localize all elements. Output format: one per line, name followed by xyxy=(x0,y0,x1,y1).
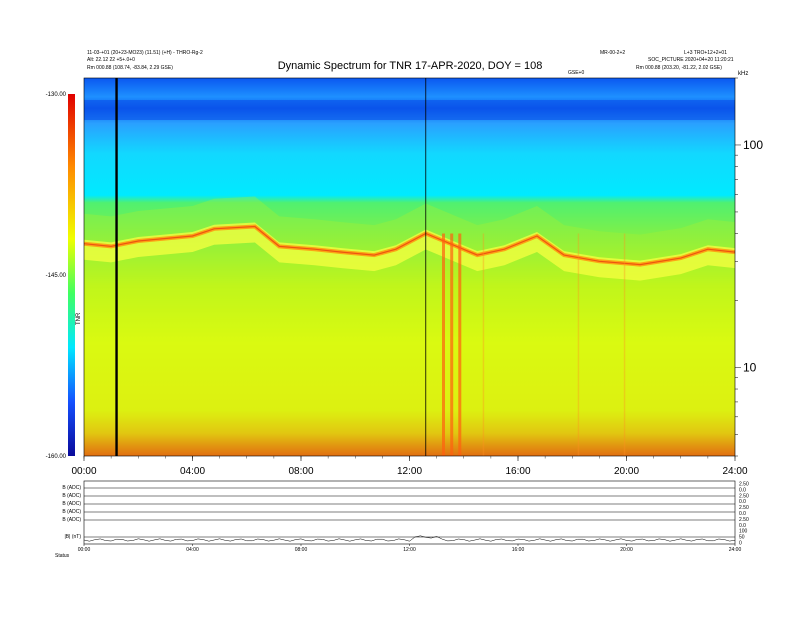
bottom-x-label: 04:00 xyxy=(186,547,199,553)
x-tick-label: 24:00 xyxy=(722,466,747,477)
burst-streak xyxy=(458,233,462,456)
header-right-4: Rm 000.88 (203.20, -81.22, 2.02 GSE) xyxy=(636,65,722,71)
chart-title: Dynamic Spectrum for TNR 17-APR-2020, DO… xyxy=(278,60,543,72)
y-tick-label: 10 xyxy=(743,361,757,375)
bottom-row-label: B (ADC) xyxy=(62,501,81,507)
y-axis-top-label: kHz xyxy=(738,71,748,77)
colorbar-label: -130.00 xyxy=(46,92,67,98)
x-tick-label: 12:00 xyxy=(397,466,422,477)
burst-streak xyxy=(442,233,445,456)
x-tick-label: 00:00 xyxy=(71,466,96,477)
x-tick-label: 16:00 xyxy=(505,466,530,477)
colorbar-labels: -130.00 -145.00 -160.00 xyxy=(46,92,67,460)
bottom-row-label: B (ADC) xyxy=(62,517,81,523)
time-markers xyxy=(115,78,427,456)
bottom-panel: B (ADC) B (ADC) B (ADC) B (ADC) B (ADC) |B| (… xyxy=(55,480,749,559)
burst-streak xyxy=(577,233,580,456)
bottom-right-label: 2.50 xyxy=(739,482,749,488)
bottom-row-label: |B| (nT) xyxy=(65,534,82,540)
bottom-row-label: B (ADC) xyxy=(62,485,81,491)
top-blue-band xyxy=(84,100,735,120)
bottom-right-label: 0.0 xyxy=(739,511,746,517)
x-tick-label: 20:00 xyxy=(614,466,639,477)
header-right-1: MR-00-2+2 xyxy=(600,50,625,56)
x-axis-ticks: 00:00 04:00 08:00 12:00 16:00 20:00 24:00 xyxy=(71,456,748,477)
bottom-right-label: 0.0 xyxy=(739,499,746,505)
bottom-row-label: B (ADC) xyxy=(62,509,81,515)
header-left-3: Rm 000.88 (108.74, -83.84, 2.29 GSE) xyxy=(87,65,173,71)
status-label: Status xyxy=(55,553,70,559)
bottom-x-label: 16:00 xyxy=(512,547,525,553)
spectrogram-bands xyxy=(84,100,735,456)
gse-label: GSE+0 xyxy=(568,70,584,76)
bottom-x-label: 12:00 xyxy=(403,547,416,553)
bottom-right-label: 2.50 xyxy=(739,493,749,499)
x-tick-label: 04:00 xyxy=(180,466,205,477)
bottom-right-label: 0 xyxy=(739,541,742,547)
bottom-b-trace xyxy=(83,535,736,542)
y-tick-label: 100 xyxy=(743,138,763,152)
bottom-right-label: 0.0 xyxy=(739,523,746,529)
bottom-right-label: 100 xyxy=(739,529,748,535)
bottom-right-label: 2.50 xyxy=(739,505,749,511)
header-right-3: SOC_PICTURE 2020+04+20 11:20:21 xyxy=(648,57,734,63)
burst-streak xyxy=(482,233,485,456)
colorbar-axis-label: TNR xyxy=(76,312,82,325)
colorbar xyxy=(68,94,75,456)
bottom-right-label: 50 xyxy=(739,535,745,541)
burst-streak xyxy=(450,233,454,456)
bottom-right-label: 2.50 xyxy=(739,517,749,523)
x-tick-label: 08:00 xyxy=(288,466,313,477)
bottom-right-label: 0.0 xyxy=(739,487,746,493)
header-right-2: L+3 TRO+12+2+01 xyxy=(684,50,727,56)
colorbar-label: -145.00 xyxy=(46,273,67,279)
yellow-glow-band xyxy=(84,222,735,281)
y-axis-ticks: 100 10 xyxy=(735,77,763,457)
colorbar-label: -160.00 xyxy=(46,454,67,460)
burst-streak xyxy=(623,233,626,456)
bright-emission-core xyxy=(84,225,735,266)
bottom-row-label: B (ADC) xyxy=(62,493,81,499)
bottom-x-label: 20:00 xyxy=(620,547,633,553)
bottom-x-label: 24:00 xyxy=(729,547,742,553)
header-left-2: Alt: 22.12 22 +5+.0+0 xyxy=(87,57,135,63)
spectrogram-plot xyxy=(84,78,735,456)
bottom-x-label: 08:00 xyxy=(295,547,308,553)
header-left-1: 11-03-+01 (20+23-MO23) (11.51) (+H) - TH… xyxy=(87,50,203,56)
bottom-x-label: 00:00 xyxy=(78,547,91,553)
bottom-frame xyxy=(83,480,736,545)
